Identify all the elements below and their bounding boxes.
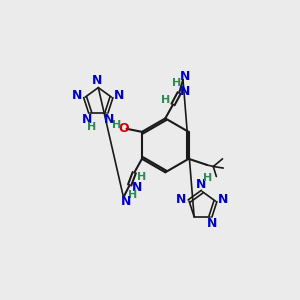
Text: H: H xyxy=(161,95,171,105)
Text: N: N xyxy=(207,217,217,230)
Text: N: N xyxy=(104,113,115,126)
Text: H: H xyxy=(137,172,147,182)
Text: N: N xyxy=(114,89,124,102)
Text: N: N xyxy=(72,89,82,102)
Text: O: O xyxy=(118,122,129,135)
Text: N: N xyxy=(196,178,206,191)
Text: H: H xyxy=(128,190,137,200)
Text: N: N xyxy=(180,70,190,83)
Text: N: N xyxy=(176,193,187,206)
Text: N: N xyxy=(131,181,142,194)
Text: H: H xyxy=(172,78,182,88)
Text: H: H xyxy=(87,122,96,131)
Text: N: N xyxy=(82,113,92,126)
Text: N: N xyxy=(92,74,102,87)
Text: N: N xyxy=(218,193,228,206)
Text: H: H xyxy=(203,173,212,184)
Text: H: H xyxy=(112,120,121,130)
Text: N: N xyxy=(180,85,190,98)
Text: N: N xyxy=(121,195,131,208)
